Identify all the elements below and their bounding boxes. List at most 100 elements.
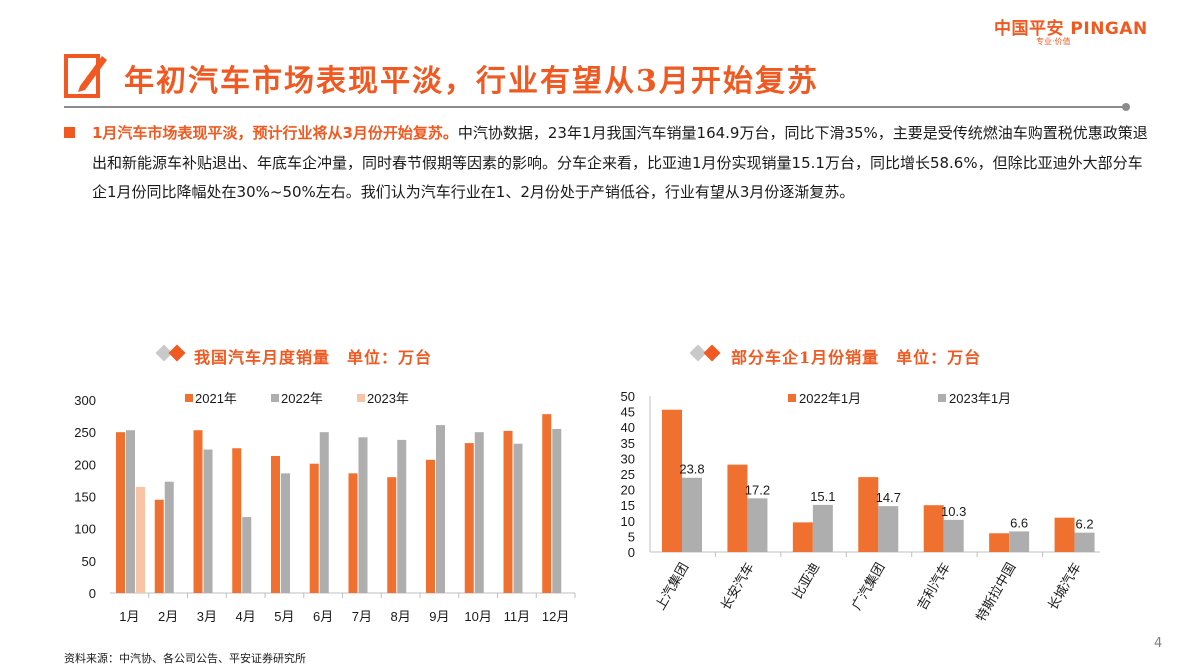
y-tick-label: 200 [74, 457, 96, 472]
x-tick-label: 10月 [464, 609, 491, 624]
bar-2021年-6月 [309, 463, 319, 593]
data-label: 6.6 [1010, 515, 1028, 530]
data-label: 14.7 [876, 490, 901, 505]
legend-swatch-2022年 [271, 394, 279, 402]
bar-2022年-1月 [126, 430, 135, 593]
chart2-title: 部分车企1月份销量 单位：万台 [731, 348, 982, 367]
bar-2022年1月-上汽集团 [662, 409, 682, 552]
bar-2022年-7月 [358, 437, 368, 593]
legend-swatch-2021年 [185, 394, 193, 402]
bar-2021年-4月 [232, 448, 242, 593]
legend-label-2021年: 2021年 [195, 391, 237, 406]
bar-2022年-2月 [164, 481, 174, 593]
x-tick-label: 长城汽车 [1045, 560, 1084, 613]
bar-2021年-11月 [503, 430, 513, 593]
data-label: 23.8 [679, 462, 704, 477]
source-note: 资料来源：中汽协、各公司公告、平安证券研究所 [64, 652, 306, 665]
y-tick-label: 0 [89, 586, 96, 601]
x-tick-label: 5月 [274, 609, 294, 624]
diamond-orange-icon [168, 344, 186, 362]
brand-tagline: 专业·价值 [1036, 37, 1071, 46]
pingan-logo: 中国平安 PINGAN 专业·价值 [994, 14, 1164, 48]
diamond-orange-icon [703, 344, 721, 362]
y-tick-label: 20 [621, 483, 635, 498]
y-tick-label: 250 [74, 425, 96, 440]
x-tick-label: 4月 [236, 609, 256, 624]
x-tick-label: 3月 [197, 609, 217, 624]
pencil-edit-icon [64, 54, 107, 98]
legend-label-2022年: 2022年 [281, 391, 323, 406]
bar-2023年1月-吉利汽车 [943, 519, 964, 552]
bar-2021年-8月 [387, 477, 397, 593]
bar-2023年1月-比亚迪 [812, 504, 833, 552]
legend-swatch-2023年1月 [938, 394, 946, 402]
bar-2021年-5月 [271, 455, 280, 593]
data-label: 10.3 [941, 504, 966, 519]
y-tick-label: 50 [82, 554, 96, 569]
title-divider [64, 106, 1124, 108]
legend-label-2023年1月: 2023年1月 [949, 391, 1011, 406]
bar-2021年-7月 [348, 473, 358, 593]
bar-2022年-9月 [436, 425, 445, 593]
bar-2022年-10月 [474, 432, 484, 593]
x-tick-label: 7月 [352, 609, 372, 624]
y-tick-label: 0 [628, 545, 635, 560]
data-label: 6.2 [1076, 517, 1094, 532]
bar-2021年-9月 [426, 459, 435, 593]
bar-2021年-10月 [464, 443, 474, 593]
y-tick-label: 25 [621, 467, 635, 482]
bar-2021年-2月 [154, 499, 164, 593]
x-tick-label: 长安汽车 [718, 560, 757, 613]
y-tick-label: 45 [621, 405, 635, 420]
summary-text: 中汽协数据，23年1月我国汽车销量164.9万台，同比下滑35%，主要是受传统燃… [92, 124, 1148, 201]
x-tick-label: 特斯拉中国 [973, 560, 1018, 624]
y-tick-label: 40 [621, 420, 635, 435]
bar-2023年1月-特斯拉中国 [1009, 531, 1030, 552]
x-tick-label: 广汽集团 [849, 560, 888, 613]
bar-2022年1月-长安汽车 [727, 464, 748, 552]
data-label: 15.1 [810, 489, 835, 504]
brand-name: 中国平安 PINGAN [994, 19, 1148, 39]
bar-2022年1月-吉利汽车 [923, 505, 944, 552]
bullet-square-icon [64, 127, 75, 138]
page-title: 年初汽车市场表现平淡，行业有望从3月开始复苏 [124, 64, 819, 99]
page-number: 4 [1154, 636, 1163, 651]
x-tick-label: 12月 [542, 609, 569, 624]
bar-2022年-3月 [203, 449, 213, 593]
bar-2021年-3月 [193, 430, 203, 593]
summary-lead: 1月汽车市场表现平淡，预计行业将从3月份开始复苏。 [92, 124, 458, 142]
y-tick-label: 100 [74, 522, 96, 537]
bar-2022年-6月 [319, 432, 329, 593]
y-tick-label: 300 [74, 393, 96, 408]
bar-2022年-4月 [242, 517, 252, 593]
bar-2022年1月-特斯拉中国 [989, 533, 1010, 552]
x-tick-label: 11月 [504, 609, 531, 624]
x-tick-label: 1月 [119, 609, 139, 624]
bar-2022年-11月 [513, 443, 523, 593]
y-tick-label: 15 [621, 498, 635, 513]
legend-swatch-2023年 [357, 394, 365, 402]
data-label: 17.2 [745, 482, 770, 497]
chart1-title: 我国汽车月度销量 单位：万台 [194, 348, 433, 367]
y-tick-label: 150 [74, 490, 96, 505]
bar-2023年1月-上汽集团 [682, 477, 702, 552]
bar-2022年-8月 [397, 439, 407, 593]
y-tick-label: 5 [628, 529, 635, 544]
legend-label-2023年: 2023年 [367, 391, 409, 406]
summary-paragraph: 1月汽车市场表现平淡，预计行业将从3月份开始复苏。中汽协数据，23年1月我国汽车… [92, 119, 1152, 208]
bar-2022年1月-比亚迪 [792, 522, 813, 552]
x-tick-label: 吉利汽车 [914, 560, 953, 613]
legend-label-2022年1月: 2022年1月 [799, 391, 861, 406]
bar-2023年1月-长城汽车 [1074, 532, 1095, 552]
bar-2022年1月-长城汽车 [1054, 517, 1075, 552]
bar-2022年1月-广汽集团 [858, 477, 879, 552]
bar-2023年1月-广汽集团 [878, 506, 899, 552]
legend-swatch-2022年1月 [788, 394, 796, 402]
y-tick-label: 35 [621, 436, 635, 451]
y-tick-label: 10 [621, 514, 635, 529]
x-tick-label: 8月 [391, 609, 411, 624]
y-tick-label: 30 [621, 451, 635, 466]
bar-2021年-1月 [116, 432, 125, 593]
monthly-sales-chart: 0 50 100 150 200 250 300 1月 2月 3月 4月 5月 6月 7月 8月 9月 10月 1… [74, 391, 576, 624]
